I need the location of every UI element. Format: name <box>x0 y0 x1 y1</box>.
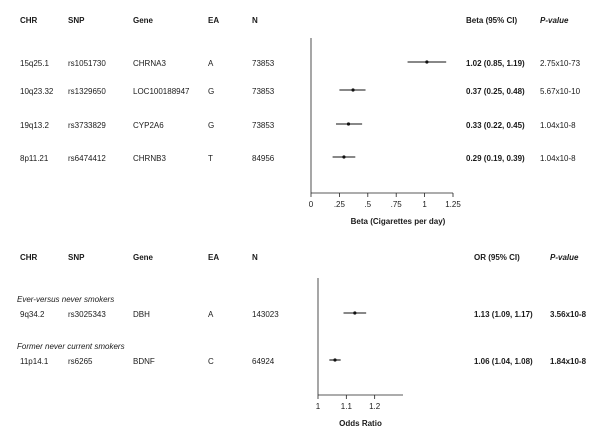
p1-row-gene: CYP2A6 <box>133 121 164 130</box>
p1-row-n: 84956 <box>252 154 275 163</box>
p1-header-effect: Beta (95% CI) <box>466 16 518 25</box>
p1-row-gene: CHRNB3 <box>133 154 166 163</box>
p1-x-tick-label: .25 <box>334 200 346 209</box>
p1-row-snp: rs1329650 <box>68 87 106 96</box>
p2-row-chr: 11p14.1 <box>20 357 49 366</box>
p2-row-pvalue: 1.84x10-8 <box>550 357 587 366</box>
p1-x-tick-label: .75 <box>391 200 403 209</box>
p2-header-n: N <box>252 253 258 262</box>
p1-row-snp: rs3733829 <box>68 121 106 130</box>
p1-row-ea: G <box>208 87 215 96</box>
p1-point-estimate <box>425 60 429 64</box>
p1-header-n: N <box>252 16 258 25</box>
p2-row-effect: 1.06 (1.04, 1.08) <box>474 357 533 366</box>
p2-header-effect: OR (95% CI) <box>474 253 520 262</box>
p1-row-effect: 0.33 (0.22, 0.45) <box>466 121 525 130</box>
p1-row-pvalue: 1.04x10-8 <box>540 121 576 130</box>
p1-row-chr: 15q25.1 <box>20 59 49 68</box>
p2-row-n: 64924 <box>252 357 275 366</box>
p1-row-effect: 0.29 (0.19, 0.39) <box>466 154 525 163</box>
p2-row-snp: rs3025343 <box>68 310 106 319</box>
p1-x-tick-label: 1.25 <box>445 200 461 209</box>
p1-row-gene: LOC100188947 <box>133 87 190 96</box>
p1-row-chr: 8p11.21 <box>20 154 49 163</box>
p1-row-n: 73853 <box>252 87 275 96</box>
p1-row-pvalue: 2.75x10-73 <box>540 59 581 68</box>
p1-row-pvalue: 5.67x10-10 <box>540 87 581 96</box>
p1-header-gene: Gene <box>133 16 154 25</box>
p1-row-ea: T <box>208 154 213 163</box>
p1-header-ea: EA <box>208 16 220 25</box>
p1-row-n: 73853 <box>252 59 275 68</box>
p1-row-ea: G <box>208 121 215 130</box>
p1-header-pvalue: P-value <box>540 16 569 25</box>
p2-row-n: 143023 <box>252 310 279 319</box>
p1-header-snp: SNP <box>68 16 85 25</box>
p2-x-tick-label: 1.2 <box>369 402 381 411</box>
p1-row-chr: 19q13.2 <box>20 121 49 130</box>
p2-x-tick-label: 1.1 <box>341 402 353 411</box>
p1-x-tick-label: .5 <box>364 200 371 209</box>
p2-row-pvalue: 3.56x10-8 <box>550 310 587 319</box>
p1-row-gene: CHRNA3 <box>133 59 166 68</box>
p2-row-ea: C <box>208 357 214 366</box>
p2-row-ea: A <box>208 310 214 319</box>
p1-x-tick-label: 0 <box>309 200 314 209</box>
p2-x-axis-label: Odds Ratio <box>339 419 382 428</box>
p1-point-estimate <box>342 155 346 159</box>
p1-row-snp: rs6474412 <box>68 154 106 163</box>
p2-header-chr: CHR <box>20 253 38 262</box>
p1-point-estimate <box>351 88 355 92</box>
p2-x-tick-label: 1 <box>316 402 321 411</box>
p1-row-pvalue: 1.04x10-8 <box>540 154 576 163</box>
p1-header-chr: CHR <box>20 16 38 25</box>
p1-row-ea: A <box>208 59 214 68</box>
group-label-ever-never: Ever-versus never smokers <box>17 295 115 304</box>
p2-row-snp: rs6265 <box>68 357 93 366</box>
p2-row-gene: DBH <box>133 310 150 319</box>
p1-row-effect: 1.02 (0.85, 1.19) <box>466 59 525 68</box>
p1-x-tick-label: 1 <box>422 200 427 209</box>
p2-point-estimate <box>333 358 337 362</box>
p2-header-ea: EA <box>208 253 220 262</box>
p2-header-snp: SNP <box>68 253 85 262</box>
p1-row-effect: 0.37 (0.25, 0.48) <box>466 87 525 96</box>
p2-row-effect: 1.13 (1.09, 1.17) <box>474 310 533 319</box>
group-label-former-current: Former never current smokers <box>17 342 125 351</box>
p1-row-chr: 10q23.32 <box>20 87 54 96</box>
p2-row-chr: 9q34.2 <box>20 310 45 319</box>
p2-row-gene: BDNF <box>133 357 155 366</box>
p1-row-snp: rs1051730 <box>68 59 106 68</box>
p2-header-gene: Gene <box>133 253 154 262</box>
p1-point-estimate <box>346 122 351 126</box>
p1-x-axis-label: Beta (Cigarettes per day) <box>351 217 446 226</box>
p1-row-n: 73853 <box>252 121 275 130</box>
p2-point-estimate <box>353 311 357 315</box>
p2-header-pvalue: P-value <box>550 253 579 262</box>
